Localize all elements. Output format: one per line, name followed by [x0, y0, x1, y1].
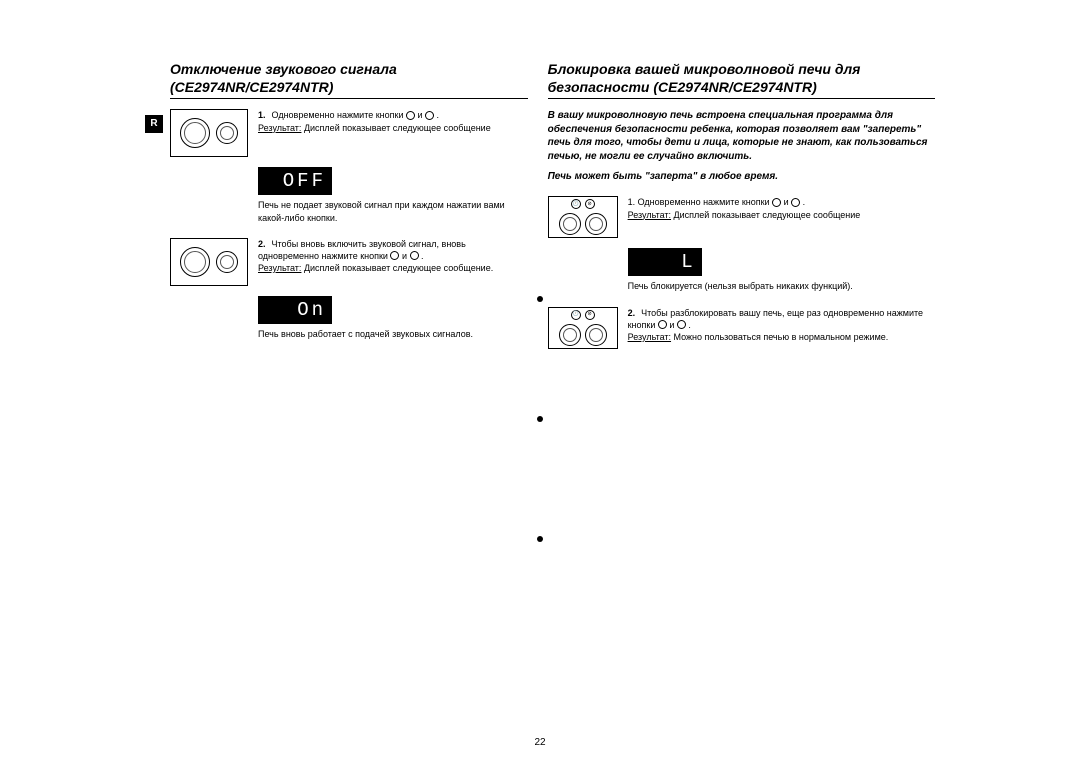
text: Одновременно нажмите кнопки: [638, 197, 772, 207]
right-step2: 🕐 ⊘ 2.Чтобы разблокировать вашу печь, ещ…: [548, 307, 935, 349]
text: .: [800, 197, 805, 207]
step-text: 1. Одновременно нажмите кнопки и . Резул…: [628, 196, 935, 238]
result-label: Результат:: [628, 210, 671, 220]
dial-icon: [180, 118, 210, 148]
display-off: OFF: [258, 167, 332, 195]
text: Можно пользоваться печью в нормальном ре…: [671, 332, 888, 342]
control-panel-thumb: 🕐 ⊘: [548, 307, 618, 349]
control-panel-thumb: [170, 109, 248, 157]
binder-hole: [537, 536, 543, 542]
right-heading: Блокировка вашей микроволновой печи для …: [548, 60, 935, 99]
dial-icon: [216, 251, 238, 273]
page-content: Отключение звукового сигнала (CE2974NR/C…: [145, 60, 935, 700]
text: .: [686, 320, 691, 330]
button-icon: [406, 111, 415, 120]
step2-note: Печь вновь работает с подачей звуковых с…: [258, 328, 528, 340]
control-panel-thumb: [170, 238, 248, 286]
text: Дисплей показывает следующее сообщение: [301, 123, 490, 133]
left-column: Отключение звукового сигнала (CE2974NR/C…: [170, 60, 528, 700]
left-step2: 2.Чтобы вновь включить звуковой сигнал, …: [170, 238, 528, 286]
stop-icon: ⊘: [585, 199, 595, 209]
control-panel-thumb: 🕐 ⊘: [548, 196, 618, 238]
button-icon: [425, 111, 434, 120]
step-number: 2.: [258, 239, 266, 249]
text: и: [667, 320, 677, 330]
step-number: 1.: [628, 197, 636, 207]
text: Одновременно нажмите кнопки: [272, 110, 406, 120]
text: Дисплей показывает следующее сообщение.: [301, 263, 493, 273]
stop-icon: ⊘: [585, 310, 595, 320]
sub-note: Печь может быть "заперта" в любое время.: [548, 171, 935, 182]
text: и: [415, 110, 425, 120]
binder-hole: [537, 416, 543, 422]
result-label: Результат:: [258, 263, 301, 273]
left-step1: 1. Одновременно нажмите кнопки и . Резуль…: [170, 109, 528, 157]
button-icon: [677, 320, 686, 329]
text: и: [399, 251, 409, 261]
step-number: 2.: [628, 308, 636, 318]
step-text: 1. Одновременно нажмите кнопки и . Резуль…: [258, 109, 528, 157]
result-label: Результат:: [628, 332, 671, 342]
step-text: 2.Чтобы вновь включить звуковой сигнал, …: [258, 238, 528, 286]
button-icon: [772, 198, 781, 207]
button-icon: [791, 198, 800, 207]
display-on: On: [258, 296, 332, 324]
dial-icon: [559, 213, 581, 235]
button-icon: [658, 320, 667, 329]
page-number: 22: [534, 737, 545, 748]
text: .: [419, 251, 424, 261]
right-step1: 🕐 ⊘ 1. Одновременно нажмите кнопки и . Р…: [548, 196, 935, 238]
step1-note: Печь не подает звуковой сигнал при каждо…: [258, 199, 528, 223]
dial-icon: [180, 247, 210, 277]
intro-paragraph: В вашу микроволновую печь встроена специ…: [548, 109, 935, 163]
step-text: 2.Чтобы разблокировать вашу печь, еще ра…: [628, 307, 935, 349]
dial-icon: [559, 324, 581, 346]
result-label: Результат:: [258, 123, 301, 133]
dial-icon: [216, 122, 238, 144]
step1-note: Печь блокируется (нельзя выбрать никаких…: [628, 280, 935, 292]
button-icon: [410, 251, 419, 260]
step-number: 1.: [258, 110, 266, 120]
clock-icon: 🕐: [571, 310, 581, 320]
text: и: [781, 197, 791, 207]
text: .: [434, 110, 439, 120]
clock-icon: 🕐: [571, 199, 581, 209]
text: Чтобы вновь включить звуковой сигнал, вн…: [258, 239, 466, 261]
binder-hole: [537, 296, 543, 302]
dial-icon: [585, 324, 607, 346]
dial-icon: [585, 213, 607, 235]
display-lock: L: [628, 248, 702, 276]
right-column: Блокировка вашей микроволновой печи для …: [548, 60, 935, 700]
text: Дисплей показывает следующее сообщение: [671, 210, 860, 220]
left-heading: Отключение звукового сигнала (CE2974NR/C…: [170, 60, 528, 99]
